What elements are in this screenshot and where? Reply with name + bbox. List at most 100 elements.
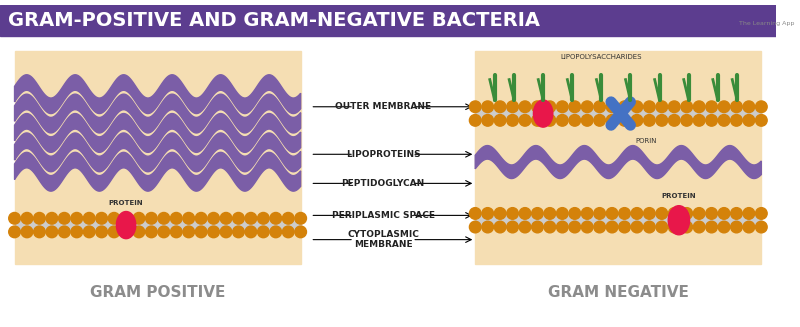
Circle shape xyxy=(170,213,182,224)
Circle shape xyxy=(494,208,506,219)
Circle shape xyxy=(643,221,655,233)
Circle shape xyxy=(183,213,194,224)
Circle shape xyxy=(618,101,630,112)
Circle shape xyxy=(730,221,742,233)
Circle shape xyxy=(681,221,693,233)
Circle shape xyxy=(643,208,655,219)
Circle shape xyxy=(9,213,20,224)
Circle shape xyxy=(718,221,730,233)
Circle shape xyxy=(258,226,269,238)
Circle shape xyxy=(506,101,518,112)
Text: PROTEIN: PROTEIN xyxy=(109,200,143,206)
Circle shape xyxy=(706,114,718,126)
Circle shape xyxy=(544,208,556,219)
Text: PORIN: PORIN xyxy=(635,138,657,144)
Circle shape xyxy=(208,226,219,238)
Circle shape xyxy=(482,101,494,112)
Circle shape xyxy=(506,208,518,219)
Circle shape xyxy=(656,114,668,126)
Circle shape xyxy=(706,101,718,112)
Circle shape xyxy=(532,114,543,126)
Circle shape xyxy=(83,213,95,224)
Circle shape xyxy=(270,213,282,224)
Circle shape xyxy=(183,226,194,238)
Text: CYTOPLASMIC
MEMBRANE: CYTOPLASMIC MEMBRANE xyxy=(347,230,419,249)
Circle shape xyxy=(258,213,269,224)
Circle shape xyxy=(58,213,70,224)
Circle shape xyxy=(519,221,531,233)
Circle shape xyxy=(270,226,282,238)
Circle shape xyxy=(233,213,244,224)
Circle shape xyxy=(34,213,46,224)
Bar xyxy=(14,219,301,231)
Circle shape xyxy=(532,208,543,219)
Circle shape xyxy=(631,221,642,233)
Circle shape xyxy=(557,114,568,126)
Circle shape xyxy=(594,101,606,112)
Circle shape xyxy=(544,101,556,112)
Ellipse shape xyxy=(534,100,553,127)
Circle shape xyxy=(245,226,257,238)
Circle shape xyxy=(694,101,705,112)
Circle shape xyxy=(606,208,618,219)
Polygon shape xyxy=(14,133,301,172)
Polygon shape xyxy=(14,94,301,133)
Circle shape xyxy=(730,208,742,219)
Circle shape xyxy=(146,213,158,224)
Circle shape xyxy=(195,226,207,238)
Circle shape xyxy=(631,114,642,126)
Circle shape xyxy=(557,221,568,233)
Circle shape xyxy=(594,221,606,233)
Circle shape xyxy=(108,213,120,224)
Circle shape xyxy=(582,101,593,112)
Circle shape xyxy=(681,208,693,219)
Text: GRAM NEGATIVE: GRAM NEGATIVE xyxy=(548,285,689,301)
Circle shape xyxy=(681,101,693,112)
Text: GRAM POSITIVE: GRAM POSITIVE xyxy=(90,285,226,301)
Circle shape xyxy=(282,213,294,224)
Circle shape xyxy=(669,221,680,233)
Bar xyxy=(475,50,762,264)
Circle shape xyxy=(83,226,95,238)
Circle shape xyxy=(694,221,705,233)
Circle shape xyxy=(669,101,680,112)
Circle shape xyxy=(133,226,145,238)
Circle shape xyxy=(532,221,543,233)
Bar xyxy=(0,5,776,36)
Circle shape xyxy=(195,213,207,224)
Circle shape xyxy=(755,221,767,233)
Circle shape xyxy=(743,208,754,219)
Circle shape xyxy=(569,221,581,233)
Circle shape xyxy=(569,208,581,219)
Circle shape xyxy=(681,114,693,126)
Circle shape xyxy=(295,213,306,224)
Text: PERIPLASMIC SPACE: PERIPLASMIC SPACE xyxy=(331,211,434,220)
Circle shape xyxy=(9,226,20,238)
Polygon shape xyxy=(475,146,762,179)
Circle shape xyxy=(494,101,506,112)
Circle shape xyxy=(708,7,735,34)
Bar xyxy=(475,108,762,119)
Circle shape xyxy=(21,213,33,224)
Circle shape xyxy=(755,114,767,126)
Circle shape xyxy=(643,114,655,126)
Circle shape xyxy=(470,208,481,219)
Circle shape xyxy=(606,101,618,112)
Circle shape xyxy=(743,101,754,112)
Circle shape xyxy=(519,208,531,219)
Text: LIPOPROTEINS: LIPOPROTEINS xyxy=(346,150,421,159)
Circle shape xyxy=(96,213,107,224)
Circle shape xyxy=(34,226,46,238)
Circle shape xyxy=(656,101,668,112)
Circle shape xyxy=(557,208,568,219)
Circle shape xyxy=(58,226,70,238)
Circle shape xyxy=(506,221,518,233)
Circle shape xyxy=(669,114,680,126)
Polygon shape xyxy=(14,75,301,113)
Circle shape xyxy=(755,101,767,112)
Text: LIPOPOLYSACCHARIDES: LIPOPOLYSACCHARIDES xyxy=(561,54,642,60)
Circle shape xyxy=(46,226,58,238)
Bar xyxy=(475,215,762,226)
Circle shape xyxy=(582,208,593,219)
Circle shape xyxy=(594,114,606,126)
